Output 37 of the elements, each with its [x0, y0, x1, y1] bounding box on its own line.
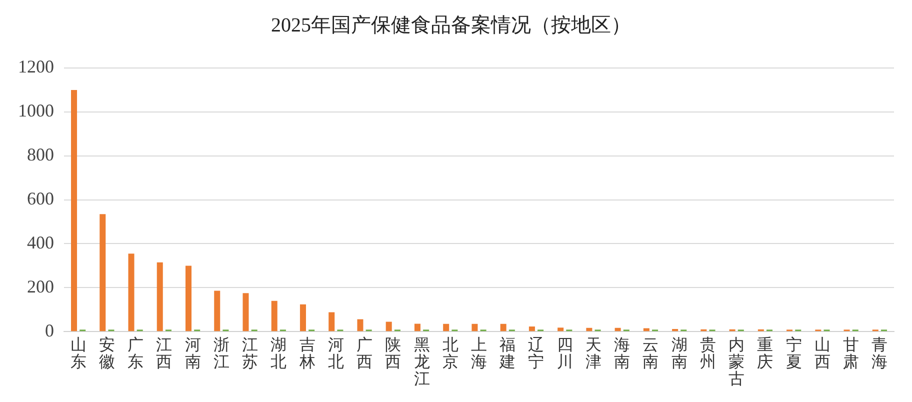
x-tick-label: 内蒙古 [728, 335, 745, 388]
x-tick-label: 甘肃 [843, 335, 860, 371]
x-tick-label: 河北 [328, 335, 344, 371]
y-tick-label: 0 [45, 320, 54, 340]
x-tick-label: 福建 [498, 335, 516, 371]
x-tick-label: 上海 [471, 335, 487, 371]
x-tick-label: 湖南 [671, 335, 688, 371]
x-tick-label: 山东 [70, 335, 86, 371]
x-tick-label: 广东 [128, 335, 144, 371]
y-tick-label: 200 [27, 276, 54, 296]
y-tick-label: 600 [27, 188, 54, 209]
x-tick-label: 河南 [184, 335, 201, 371]
x-tick-label: 山西 [814, 335, 830, 371]
x-tick-label: 广西 [356, 335, 373, 371]
x-tick-label: 北京 [442, 335, 458, 371]
x-tick-label: 四川 [556, 335, 573, 371]
x-tick-label: 江苏 [242, 335, 258, 371]
x-tick-label: 湖北 [270, 335, 287, 371]
x-tick-label: 宁夏 [786, 335, 802, 371]
y-tick-label: 800 [27, 144, 54, 165]
x-tick-label: 贵州 [700, 335, 716, 371]
x-tick-label: 云南 [642, 335, 659, 371]
x-tick-label: 江西 [156, 335, 172, 371]
x-tick-label: 天津 [585, 335, 602, 371]
y-tick-label: 1200 [18, 56, 54, 77]
x-tick-label: 重庆 [757, 335, 774, 371]
x-tick-label: 陕西 [385, 335, 402, 371]
x-tick-label: 浙江 [213, 335, 230, 371]
y-tick-label: 400 [27, 232, 54, 252]
x-tick-label: 辽宁 [528, 335, 544, 371]
x-tick-label: 安徽 [98, 335, 115, 371]
chart-title: 2025年国产保健食品备案情况（按地区） [271, 13, 631, 36]
y-tick-label: 1000 [18, 100, 54, 121]
x-tick-label: 青海 [872, 335, 888, 371]
x-tick-label: 吉林 [298, 335, 316, 371]
x-tick-label: 海南 [614, 335, 630, 371]
x-tick-label: 黑龙江 [414, 335, 430, 388]
